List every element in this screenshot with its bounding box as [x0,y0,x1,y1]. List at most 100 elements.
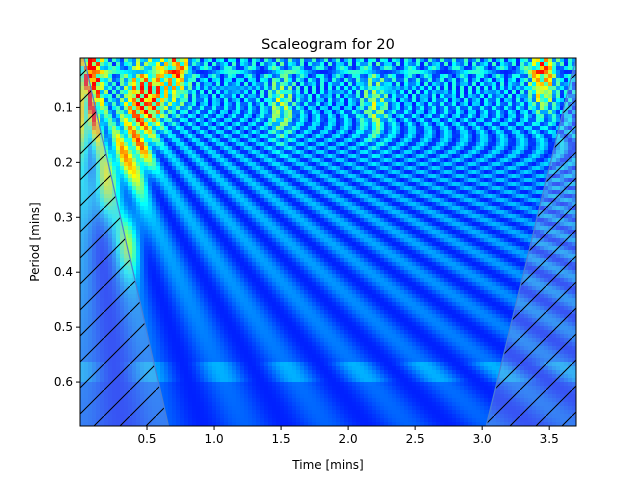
heat-cell [416,146,421,151]
heat-cell [328,182,333,187]
heat-cell [488,86,493,91]
heat-cell [480,146,485,151]
heat-cell [336,162,341,167]
heat-cell [324,158,329,163]
heat-cell [400,106,405,111]
heat-cell [360,178,365,183]
heat-cell [416,198,421,203]
heat-cell [348,114,353,119]
heat-cell [188,94,193,99]
heat-cell [400,122,405,127]
heat-cell [300,70,305,75]
heat-cell [188,102,193,107]
heat-cell [184,202,189,207]
heat-cell [420,118,425,123]
heat-cell [92,74,97,79]
heat-cell [180,106,185,111]
heat-cell [348,66,353,71]
heat-cell [192,122,197,127]
heat-cell [280,210,285,215]
heat-cell [156,206,161,211]
heat-cell [360,94,365,99]
heat-cell [344,130,349,135]
heat-cell [516,110,521,115]
heat-cell [356,78,361,83]
heat-cell [184,214,189,219]
heat-cell [196,66,201,71]
heat-cell [396,114,401,119]
heat-cell [260,118,265,123]
heat-cell [364,194,369,199]
heat-cell [180,78,185,83]
heat-cell [532,142,537,147]
heat-cell [380,94,385,99]
heat-cell [392,118,397,123]
heat-cell [332,118,337,123]
heat-cell [296,158,301,163]
heat-cell [112,58,117,63]
heat-cell [152,150,157,155]
heat-cell [116,174,121,179]
heat-cell [112,138,117,143]
heat-cell [540,118,545,123]
heat-cell [216,158,221,163]
heat-cell [328,134,333,139]
heat-cell [472,78,477,83]
heat-cell [376,118,381,123]
heat-cell [152,82,157,87]
heat-cell [248,154,253,159]
heat-cell [120,70,125,75]
heat-cell [496,182,501,187]
heat-cell [456,134,461,139]
heat-cell [380,210,385,215]
heat-cell [104,70,109,75]
heat-cell [288,82,293,87]
heat-cell [288,174,293,179]
heat-cell [188,122,193,127]
heat-cell [464,170,469,175]
heat-cell [476,150,481,155]
heat-cell [224,138,229,143]
heat-cell [324,98,329,103]
heat-cell [396,66,401,71]
heat-cell [168,182,173,187]
heat-cell [92,78,97,83]
heat-cell [136,194,141,199]
heat-cell [220,102,225,107]
heat-cell [392,174,397,179]
heat-cell [136,70,141,75]
heat-cell [264,114,269,119]
heat-cell [196,82,201,87]
heat-cell [460,134,465,139]
heat-cell [492,150,497,155]
heat-cell [360,206,365,211]
heat-cell [416,178,421,183]
heat-cell [532,98,537,103]
heat-cell [532,94,537,99]
heat-cell [112,150,117,155]
heat-cell [408,202,413,207]
heat-cell [352,70,357,75]
heat-cell [424,154,429,159]
heat-cell [136,106,141,111]
heat-cell [108,86,113,91]
heat-cell [212,186,217,191]
heat-cell [508,170,513,175]
heat-cell [472,122,477,127]
heat-cell [220,154,225,159]
heat-cell [376,66,381,71]
heat-cell [372,178,377,183]
heat-cell [380,106,385,111]
heat-cell [192,134,197,139]
heat-cell [128,134,133,139]
heat-cell [288,142,293,147]
heat-cell [428,78,433,83]
heat-cell [136,146,141,151]
heat-cell [392,98,397,103]
heat-cell [288,122,293,127]
heat-cell [376,110,381,115]
heat-cell [224,90,229,95]
heat-cell [152,154,157,159]
heat-cell [192,58,197,63]
heat-cell [148,146,153,151]
